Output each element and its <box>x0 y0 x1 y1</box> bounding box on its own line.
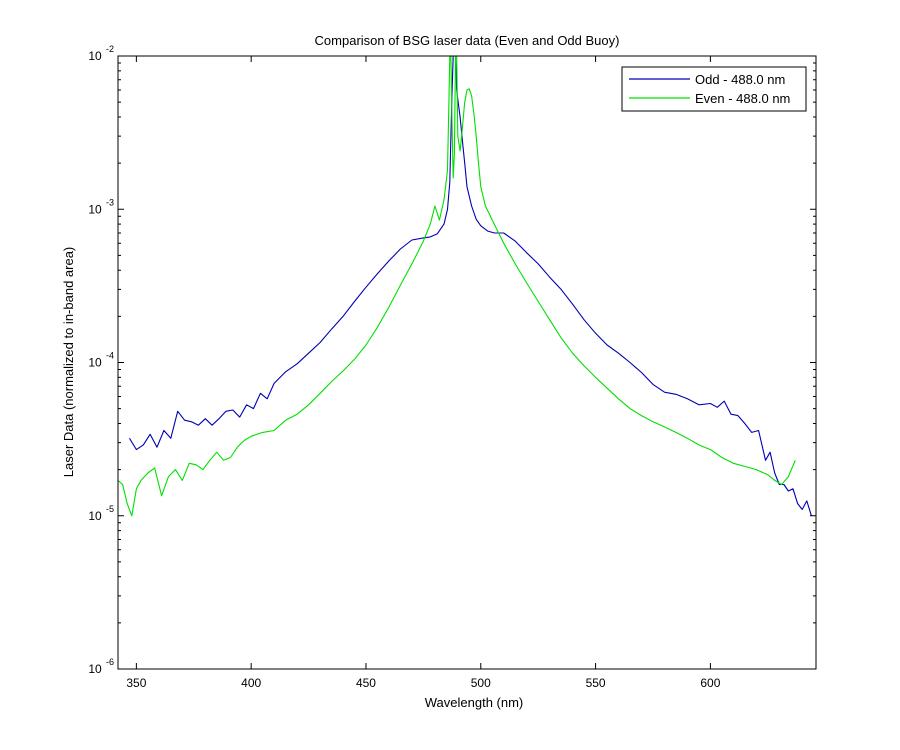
y-tick-label: 10 <box>88 509 102 523</box>
legend: Odd - 488.0 nm Even - 488.0 nm <box>621 66 807 112</box>
y-tick-label: 10 <box>88 356 102 370</box>
x-tick-label: 400 <box>241 676 261 690</box>
series-line-even <box>118 56 796 517</box>
chart-title: Comparison of BSG laser data (Even and O… <box>315 33 620 48</box>
plot-area <box>118 56 816 669</box>
x-tick-label: 450 <box>356 676 376 690</box>
y-tick-label: 10 <box>88 662 102 676</box>
series-layer <box>118 56 812 517</box>
y-tick-label: 10 <box>88 49 102 63</box>
y-tick-exponent: -4 <box>106 351 114 361</box>
y-axis-title: Laser Data (normalized to in-band area) <box>61 247 76 478</box>
legend-label-odd: Odd - 488.0 nm <box>695 72 785 87</box>
x-axis-title: Wavelength (nm) <box>425 695 524 710</box>
y-tick-exponent: -6 <box>106 657 114 667</box>
x-tick-label: 500 <box>471 676 491 690</box>
axes-layer: 350 400 450 500 550 600 10 -6 10 -5 10 -4 10 -3 10 -2 <box>88 44 817 690</box>
legend-box <box>621 66 807 112</box>
x-tick-label: 350 <box>126 676 146 690</box>
y-tick-exponent: -5 <box>106 504 114 514</box>
x-tick-label: 550 <box>586 676 606 690</box>
x-tick-label: 600 <box>700 676 720 690</box>
legend-label-even: Even - 488.0 nm <box>695 91 790 106</box>
y-tick-label: 10 <box>88 202 102 216</box>
y-tick-exponent: -3 <box>106 197 114 207</box>
y-tick-exponent: -2 <box>106 44 114 54</box>
